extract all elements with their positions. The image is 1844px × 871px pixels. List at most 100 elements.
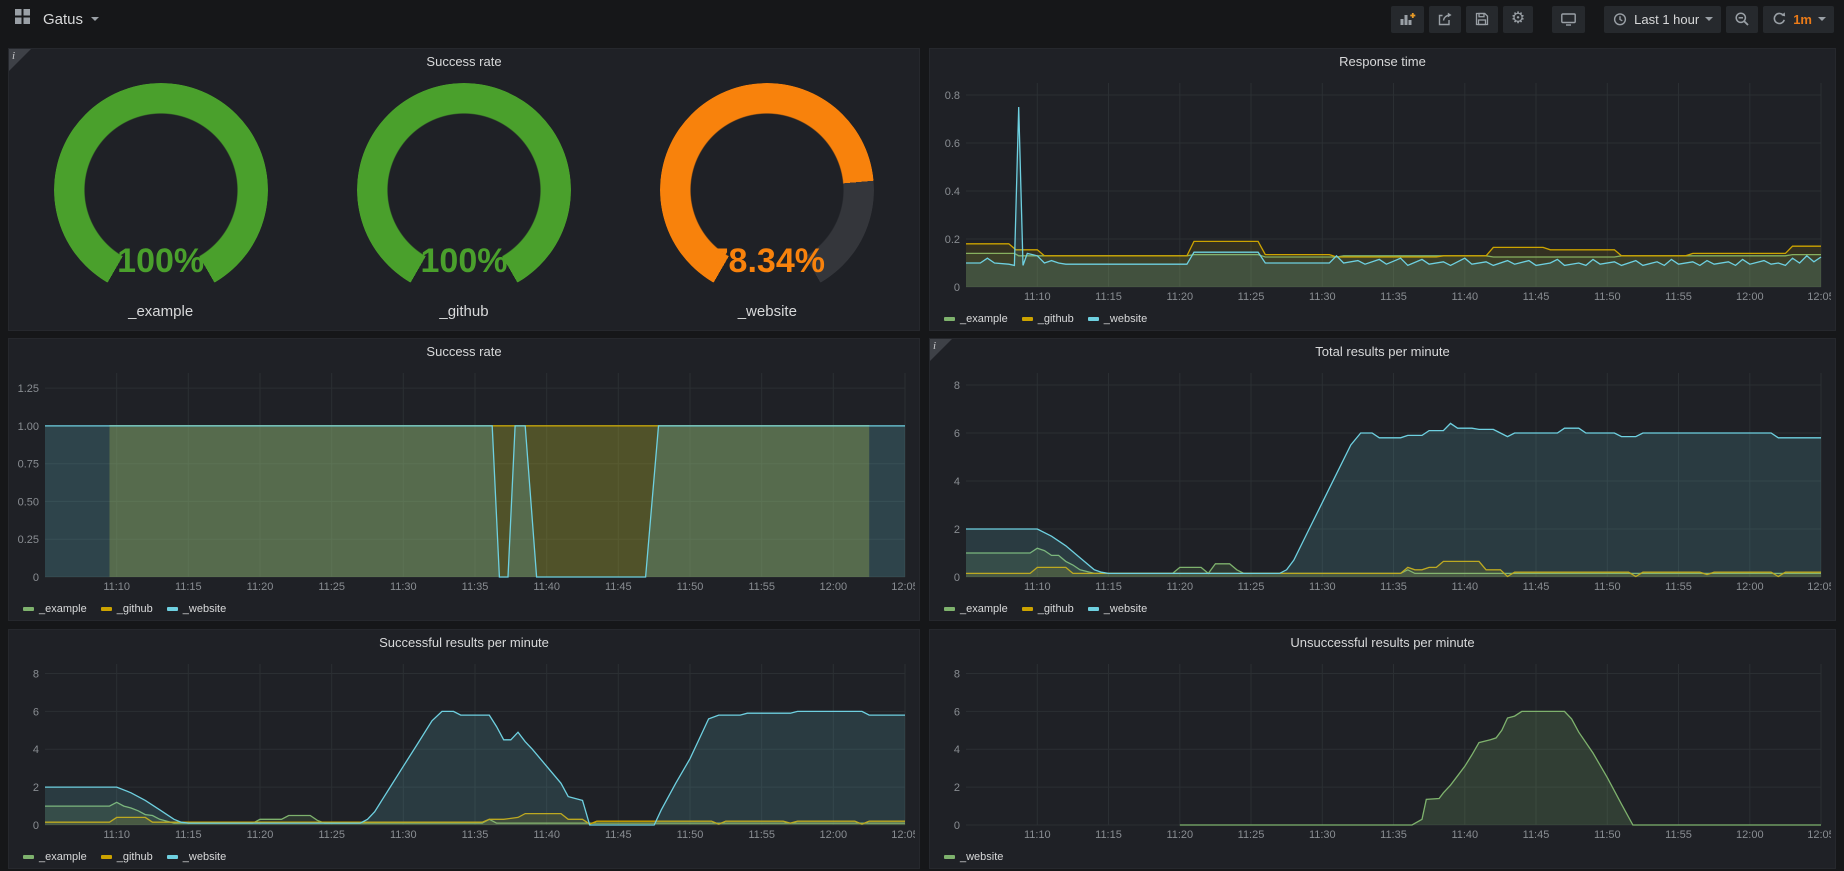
svg-text:12:00: 12:00 xyxy=(1736,581,1764,593)
gauge: 78.34% _website xyxy=(617,75,917,330)
legend-item[interactable]: _website xyxy=(166,851,227,863)
svg-text:11:20: 11:20 xyxy=(1166,829,1193,841)
svg-text:11:30: 11:30 xyxy=(390,829,417,841)
svg-text:11:45: 11:45 xyxy=(1523,581,1550,593)
svg-text:11:30: 11:30 xyxy=(1309,291,1336,303)
legend-swatch xyxy=(1087,317,1099,321)
chevron-down-icon xyxy=(91,17,100,21)
svg-text:0.75: 0.75 xyxy=(18,459,39,471)
legend-label: _example xyxy=(960,603,1008,615)
panel-info-icon[interactable]: i xyxy=(9,49,31,71)
svg-text:0: 0 xyxy=(954,282,960,294)
time-range-button[interactable]: Last 1 hour xyxy=(1604,5,1722,33)
panel-title[interactable]: Response time xyxy=(1339,54,1426,69)
legend-item[interactable]: _example xyxy=(944,603,1008,615)
panel-title[interactable]: Unsuccessful results per minute xyxy=(1290,635,1475,650)
legend-label: _website xyxy=(182,603,227,615)
legend-item[interactable]: _example xyxy=(23,603,87,615)
svg-text:8: 8 xyxy=(33,669,39,681)
panel-title[interactable]: Total results per minute xyxy=(1315,344,1450,359)
gauge-label: _github xyxy=(439,303,489,320)
panel-info-icon[interactable]: i xyxy=(930,339,952,361)
svg-text:11:30: 11:30 xyxy=(1309,581,1336,593)
gauge-value: 100% xyxy=(117,242,205,280)
unsuccessful-results-chart[interactable]: 11:10 11:15 11:20 11:25 11:30 11:35 11:40 11:45… xyxy=(934,656,1835,845)
panel-response-time: Response time 11:10 11:15 11:20 11:25 11:30 1… xyxy=(929,48,1836,331)
svg-text:11:35: 11:35 xyxy=(1380,829,1407,841)
svg-text:11:45: 11:45 xyxy=(1523,829,1550,841)
legend-swatch xyxy=(1021,317,1033,321)
add-panel-button[interactable] xyxy=(1390,5,1424,33)
svg-text:11:35: 11:35 xyxy=(1380,291,1407,303)
gauge-label: _website xyxy=(737,303,797,320)
svg-text:12:00: 12:00 xyxy=(820,829,848,841)
legend-item[interactable]: _example xyxy=(23,851,87,863)
legend-item[interactable]: _github xyxy=(1021,313,1074,325)
svg-text:11:55: 11:55 xyxy=(1665,581,1692,593)
legend-label: _website xyxy=(960,851,1004,863)
response-time-chart[interactable]: 11:10 11:15 11:20 11:25 11:30 11:35 11:40 11:45… xyxy=(934,75,1835,307)
zoom-out-icon xyxy=(1735,12,1749,26)
panel-title[interactable]: Successful results per minute xyxy=(379,635,549,650)
svg-text:11:55: 11:55 xyxy=(1665,291,1692,303)
svg-text:11:20: 11:20 xyxy=(247,581,274,593)
legend-label: _website xyxy=(182,851,227,863)
legend-item[interactable]: _github xyxy=(100,603,153,615)
legend-label: _github xyxy=(1037,313,1074,325)
legend-item[interactable]: _website xyxy=(166,603,227,615)
panel-title[interactable]: Success rate xyxy=(426,344,502,359)
legend-item[interactable]: _example xyxy=(944,313,1008,325)
dashboard-title[interactable]: Gatus xyxy=(43,11,100,28)
chart-legend: _example _github _website xyxy=(944,311,1147,327)
svg-text:8: 8 xyxy=(954,669,960,681)
panel-success-rate-gauges: i Success rate 100% _example 100% _github 78… xyxy=(8,48,920,331)
chart-legend: _example _github _website xyxy=(944,601,1147,617)
zoom-out-button[interactable] xyxy=(1726,5,1759,33)
legend-swatch xyxy=(944,855,955,859)
save-button[interactable] xyxy=(1465,5,1498,33)
refresh-button[interactable]: 1m xyxy=(1763,5,1834,33)
svg-text:2: 2 xyxy=(954,782,960,794)
success-rate-chart[interactable]: 11:10 11:15 11:20 11:25 11:30 11:35 11:40 11:45… xyxy=(13,365,919,597)
panel-title[interactable]: Success rate xyxy=(426,54,502,69)
svg-text:0: 0 xyxy=(33,572,39,584)
svg-text:11:50: 11:50 xyxy=(677,581,704,593)
svg-text:8: 8 xyxy=(954,380,960,392)
svg-text:11:35: 11:35 xyxy=(462,581,489,593)
gauge-label: _example xyxy=(128,303,194,320)
legend-item[interactable]: _github xyxy=(100,851,153,863)
legend-label: _github xyxy=(116,851,153,863)
svg-text:11:10: 11:10 xyxy=(103,829,130,841)
successful-results-chart[interactable]: 11:10 11:15 11:20 11:25 11:30 11:35 11:40 11:45… xyxy=(13,656,919,845)
legend-label: _github xyxy=(116,603,153,615)
legend-item[interactable]: _website xyxy=(1087,313,1148,325)
svg-text:2: 2 xyxy=(954,524,960,536)
gauge: 100% _example xyxy=(11,75,311,330)
time-range-label: Last 1 hour xyxy=(1634,11,1700,27)
apps-icon[interactable] xyxy=(14,8,31,30)
svg-text:11:20: 11:20 xyxy=(247,829,274,841)
cycle-view-button[interactable] xyxy=(1552,5,1586,33)
settings-button[interactable]: ⚙ xyxy=(1502,5,1534,33)
top-navbar: Gatus ⚙ Last 1 hour 1m xyxy=(0,0,1844,38)
svg-text:0: 0 xyxy=(954,820,960,832)
svg-text:11:10: 11:10 xyxy=(103,581,130,593)
svg-text:0.25: 0.25 xyxy=(18,534,39,546)
share-button[interactable] xyxy=(1428,5,1461,33)
gauge-arc xyxy=(53,83,268,297)
legend-swatch xyxy=(23,855,34,859)
legend-label: _website xyxy=(1103,313,1148,325)
svg-text:11:45: 11:45 xyxy=(605,581,632,593)
svg-text:0.2: 0.2 xyxy=(945,234,960,246)
legend-label: _example xyxy=(39,851,87,863)
legend-item[interactable]: _github xyxy=(1021,603,1074,615)
svg-text:11:55: 11:55 xyxy=(1665,829,1692,841)
legend-item[interactable]: _website xyxy=(944,851,1003,863)
legend-swatch xyxy=(944,607,955,611)
svg-text:0: 0 xyxy=(954,572,960,584)
svg-text:11:25: 11:25 xyxy=(1238,829,1265,841)
svg-text:11:50: 11:50 xyxy=(1594,581,1621,593)
total-results-chart[interactable]: 11:10 11:15 11:20 11:25 11:30 11:35 11:40 11:45… xyxy=(934,365,1835,597)
legend-item[interactable]: _website xyxy=(1087,603,1147,615)
svg-text:12:00: 12:00 xyxy=(820,581,848,593)
